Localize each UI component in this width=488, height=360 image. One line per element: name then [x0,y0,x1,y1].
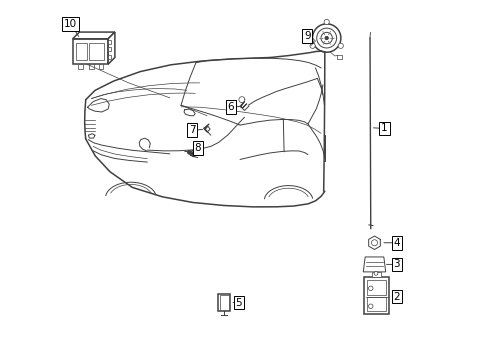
Bar [220,295,228,310]
Bar [218,293,230,311]
Text: 9: 9 [304,31,310,41]
Polygon shape [73,32,115,39]
Text: 2: 2 [393,292,399,302]
Bar [89,64,94,69]
Bar [336,55,342,59]
Bar [371,272,380,277]
Circle shape [320,32,332,44]
Circle shape [309,43,315,48]
Bar [363,277,388,315]
Polygon shape [108,32,115,64]
Bar [108,48,111,51]
Circle shape [373,271,377,275]
Polygon shape [363,257,385,272]
Bar [108,55,111,59]
Text: 1: 1 [381,123,387,134]
Circle shape [368,304,372,309]
Bar [78,64,82,69]
Bar [99,64,103,69]
Circle shape [312,24,340,52]
Text: 5: 5 [235,297,242,307]
Bar [73,39,108,64]
Text: 8: 8 [194,143,201,153]
Circle shape [192,153,195,157]
Bar [108,40,111,44]
Bar [89,42,104,60]
Circle shape [371,240,377,246]
Text: 3: 3 [393,260,399,269]
Circle shape [189,152,193,156]
Text: 4: 4 [393,238,399,248]
Circle shape [324,19,328,24]
Circle shape [325,36,328,40]
Circle shape [187,151,190,154]
Circle shape [316,28,336,48]
Text: 7: 7 [188,125,195,135]
Bar [366,297,386,311]
Circle shape [337,43,343,48]
Bar [366,280,386,295]
Circle shape [368,286,372,291]
Text: 10: 10 [64,19,77,29]
Text: 6: 6 [227,102,234,112]
Bar [76,42,87,60]
